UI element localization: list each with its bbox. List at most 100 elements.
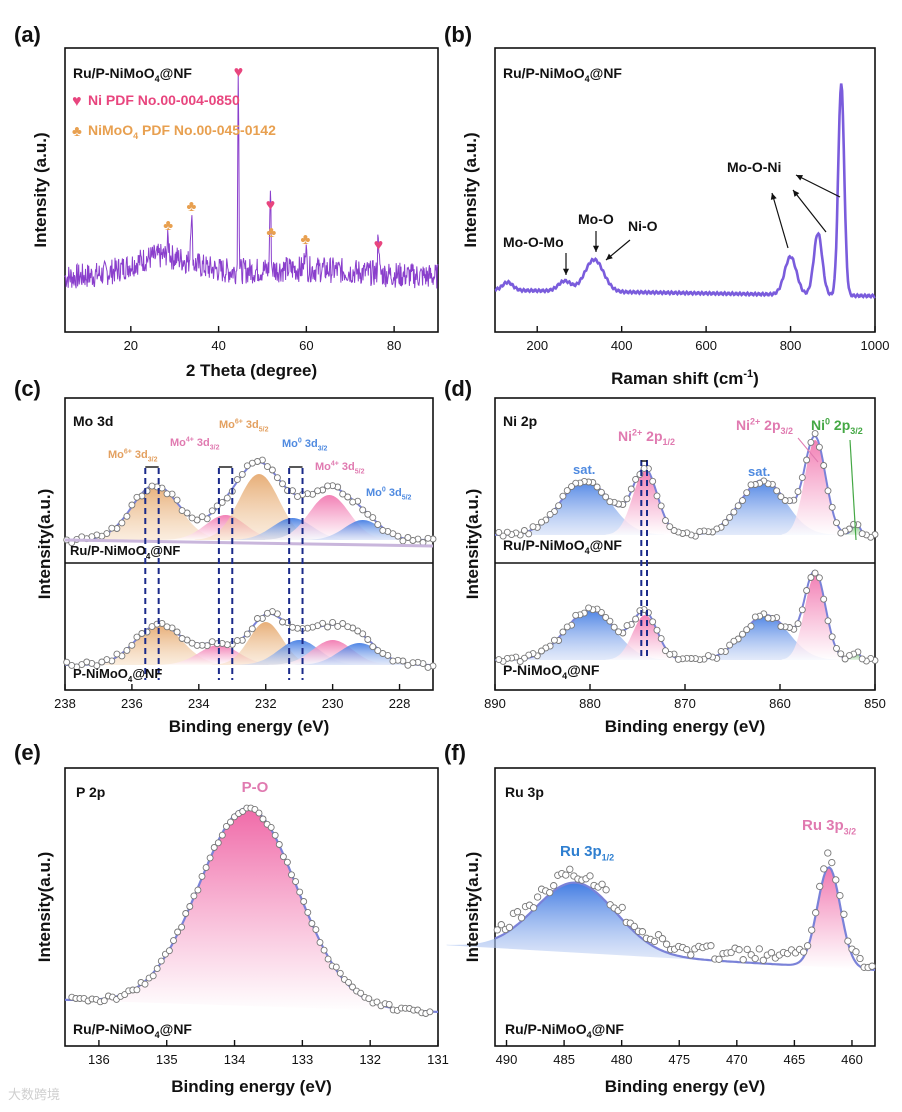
ni-peak-marker: ♥ — [266, 197, 276, 214]
component-label-c: Mo4+ 3d3/2 — [170, 437, 220, 452]
data-point — [606, 498, 614, 506]
data-point — [300, 898, 308, 905]
data-point — [118, 519, 126, 527]
data-point — [339, 620, 347, 627]
sample-label-bottom-c: P-NiMoO4@NF — [73, 666, 162, 684]
data-point — [572, 611, 580, 619]
data-point — [210, 844, 218, 851]
data-point — [357, 989, 365, 997]
data-point — [832, 876, 840, 884]
data-point — [178, 923, 186, 931]
sample-title-a: Ru/P-NiMoO4@NF — [73, 65, 192, 84]
data-point — [354, 627, 362, 635]
data-point — [820, 865, 828, 873]
data-point — [296, 888, 304, 896]
data-point — [379, 526, 387, 534]
arrow-head — [796, 175, 803, 181]
sample-label-f: Ru/P-NiMoO4@NF — [505, 1021, 624, 1040]
ru3p12-component — [446, 882, 705, 961]
data-point — [658, 935, 667, 943]
data-point — [208, 507, 216, 515]
x-tick-label-d: 860 — [769, 696, 791, 711]
data-point — [799, 948, 808, 956]
data-point — [632, 615, 640, 623]
annotation-arrow — [771, 192, 789, 249]
data-point — [517, 914, 526, 922]
ru3p-envelope — [494, 866, 876, 972]
nimoo4-peak-marker: ♣ — [266, 224, 276, 241]
plot-frame-c — [64, 397, 434, 691]
raman-label-mo-o-mo: Mo-O-Mo — [503, 234, 564, 250]
data-point — [304, 908, 312, 916]
data-point — [630, 922, 638, 931]
data-point — [730, 508, 738, 516]
raman-label-ni-o: Ni-O — [628, 218, 658, 234]
data-point — [538, 518, 545, 526]
data-point — [308, 920, 316, 927]
data-point — [279, 618, 286, 626]
data-point — [824, 487, 832, 495]
data-point — [767, 949, 776, 957]
data-point — [828, 858, 836, 867]
data-point — [764, 614, 772, 622]
data-point — [726, 641, 734, 649]
plot-frame-b — [494, 47, 876, 333]
x-tick-label-b: 600 — [695, 338, 717, 353]
data-point — [279, 480, 286, 488]
data-point — [824, 617, 832, 625]
data-point — [597, 488, 605, 496]
data-point — [208, 638, 216, 646]
data-point — [653, 626, 661, 634]
ni2-2p32-label: Ni2+ 2p3/2 — [736, 416, 793, 436]
data-point — [811, 569, 819, 577]
x-tick-label-b: 400 — [611, 338, 633, 353]
data-point — [529, 523, 537, 531]
data-point — [696, 528, 704, 536]
data-point — [623, 622, 631, 630]
panel-label-d: (d) — [444, 376, 472, 401]
data-point — [662, 647, 669, 655]
core-level-title-d: Ni 2p — [503, 413, 537, 429]
data-point — [173, 496, 181, 504]
x-tick-label-b: 200 — [526, 338, 548, 353]
data-point — [533, 893, 542, 901]
data-point — [495, 528, 503, 536]
x-tick-label-c: 232 — [255, 696, 277, 711]
data-point — [374, 521, 382, 529]
data-point — [345, 978, 352, 986]
x-axis-label-e: Binding energy (eV) — [171, 1077, 332, 1096]
data-point — [133, 986, 141, 994]
data-point — [248, 625, 256, 633]
data-point — [68, 661, 76, 669]
data-point — [190, 892, 198, 900]
sample-label-bottom-d: P-NiMoO4@NF — [503, 662, 600, 681]
data-point — [662, 517, 669, 525]
data-point — [253, 615, 261, 622]
data-point — [426, 1008, 434, 1016]
data-point — [100, 997, 108, 1005]
data-point — [188, 514, 196, 522]
data-point — [141, 980, 149, 988]
data-point — [324, 623, 332, 631]
data-point — [424, 534, 432, 542]
core-level-title-e: P 2p — [76, 784, 105, 800]
data-point — [409, 537, 417, 544]
data-point — [374, 647, 382, 655]
data-point — [683, 945, 691, 954]
data-point — [133, 633, 141, 641]
data-point — [674, 655, 682, 663]
baseline-top — [64, 538, 434, 548]
data-point — [495, 656, 503, 664]
data-point — [739, 497, 746, 505]
data-point — [263, 463, 271, 471]
data-point — [602, 886, 610, 894]
data-point — [493, 926, 501, 934]
data-point — [828, 633, 836, 641]
data-point — [314, 487, 322, 495]
sample-label-top-d: Ru/P-NiMoO4@NF — [503, 537, 622, 556]
x-tick-label-e: 134 — [224, 1052, 246, 1067]
data-point — [585, 604, 593, 612]
panel-label-c: (c) — [14, 376, 41, 401]
data-point — [794, 488, 802, 496]
